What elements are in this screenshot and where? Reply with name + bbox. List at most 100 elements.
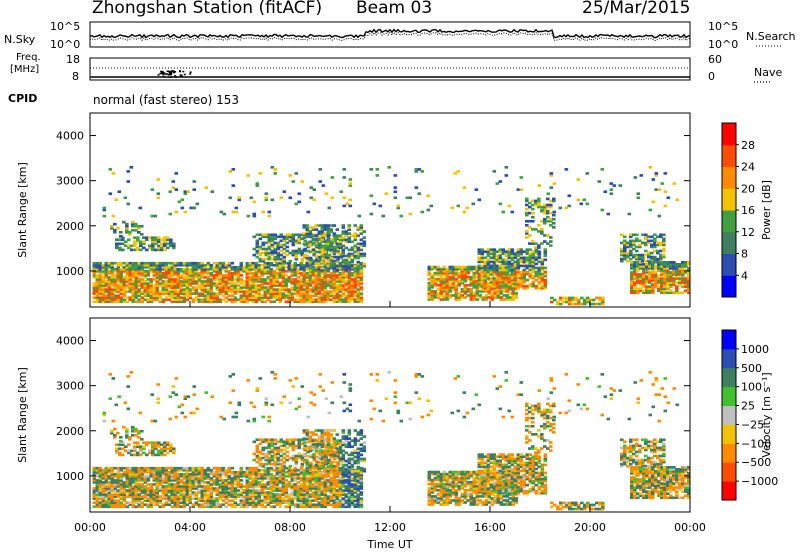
velocity-cell xyxy=(203,491,208,494)
power-cell xyxy=(495,260,500,264)
velocity-cell xyxy=(134,493,139,496)
power-cell xyxy=(102,214,107,218)
velocity-cell xyxy=(200,505,205,509)
power-cell xyxy=(242,265,247,269)
power-cell xyxy=(134,280,139,283)
power-cell xyxy=(239,280,244,283)
power-cell xyxy=(433,273,438,277)
power-cell xyxy=(329,261,334,265)
power-cell xyxy=(239,274,244,277)
power-cell xyxy=(248,280,253,283)
velocity-cell xyxy=(245,501,250,505)
power-cell xyxy=(433,296,438,299)
velocity-cell xyxy=(236,503,241,507)
power-cell xyxy=(257,298,262,302)
power-cell xyxy=(636,289,640,293)
power-cell xyxy=(116,296,121,300)
velocity-cell xyxy=(239,475,244,478)
power-cell xyxy=(543,248,548,251)
power-cell xyxy=(161,292,166,295)
power-cell xyxy=(209,272,214,275)
power-cell xyxy=(125,228,129,232)
velocity-cell xyxy=(332,477,337,480)
power-cell xyxy=(445,294,450,297)
power-cell xyxy=(182,270,187,273)
power-cell xyxy=(513,270,518,274)
velocity-cell xyxy=(170,470,175,474)
velocity-cell xyxy=(167,487,172,490)
velocity-cell xyxy=(323,477,328,480)
power-cell xyxy=(284,282,289,285)
velocity-cell xyxy=(167,503,172,507)
power-cell xyxy=(254,280,259,283)
power-cell xyxy=(445,290,450,293)
velocity-cell xyxy=(203,499,208,502)
power-cell xyxy=(206,270,211,273)
power-cell xyxy=(127,244,131,248)
power-cell xyxy=(558,206,563,210)
velocity-cell xyxy=(212,487,217,490)
power-cell xyxy=(430,283,435,287)
power-cell xyxy=(279,245,284,249)
velocity-cell xyxy=(179,479,184,482)
power-cell xyxy=(669,263,673,266)
velocity-cell xyxy=(92,489,97,492)
power-cell xyxy=(296,276,301,279)
power-cell xyxy=(495,182,500,185)
velocity-cell xyxy=(332,479,337,482)
power-cell xyxy=(324,192,329,196)
power-cell xyxy=(445,267,450,271)
power-cell xyxy=(314,258,319,262)
power-cell xyxy=(149,263,154,267)
velocity-cell xyxy=(101,470,106,474)
power-cell xyxy=(656,235,660,239)
power-cell xyxy=(510,276,515,280)
power-cell xyxy=(242,296,247,300)
power-cell xyxy=(173,272,178,275)
power-cell xyxy=(356,296,361,300)
power-cell xyxy=(245,298,250,302)
power-cell xyxy=(642,281,646,284)
power-cell xyxy=(269,282,274,285)
velocity-cell xyxy=(194,475,199,478)
power-cell xyxy=(498,254,503,258)
power-cell xyxy=(257,270,262,273)
freq-scatter-point xyxy=(172,70,175,72)
power-cell xyxy=(107,280,112,283)
power-cell xyxy=(528,254,533,258)
velocity-cell xyxy=(311,485,316,488)
power-cell xyxy=(546,205,550,209)
power-cell xyxy=(308,290,313,293)
power-cell xyxy=(323,240,328,244)
power-cell xyxy=(170,294,175,297)
velocity-cell xyxy=(305,487,310,490)
power-cell xyxy=(347,288,352,291)
velocity-cell xyxy=(323,466,328,470)
power-cell xyxy=(687,271,690,274)
velocity-cell xyxy=(335,497,340,500)
power-cell xyxy=(528,242,532,245)
velocity-cell xyxy=(275,481,280,484)
power-cell xyxy=(155,298,160,302)
power-cell xyxy=(267,247,272,251)
freq-scatter-point xyxy=(182,70,185,73)
power-cell xyxy=(463,288,468,291)
power-cell xyxy=(598,302,602,306)
velocity-cell xyxy=(272,487,277,490)
power-cell xyxy=(163,236,167,240)
power-cell xyxy=(278,265,283,269)
power-cell xyxy=(266,267,271,271)
velocity-cell xyxy=(134,501,139,505)
velocity-cell xyxy=(215,503,220,507)
power-cell xyxy=(266,296,271,300)
power-cell xyxy=(338,284,343,287)
power-cell xyxy=(296,298,301,302)
velocity-cell xyxy=(257,489,262,492)
power-cell xyxy=(654,265,658,268)
power-cell xyxy=(95,280,100,283)
velocity-cell xyxy=(311,491,316,494)
velocity-cell xyxy=(167,479,172,482)
velocity-cell xyxy=(269,499,274,502)
velocity-cell xyxy=(317,477,322,480)
power-cell xyxy=(326,268,331,272)
